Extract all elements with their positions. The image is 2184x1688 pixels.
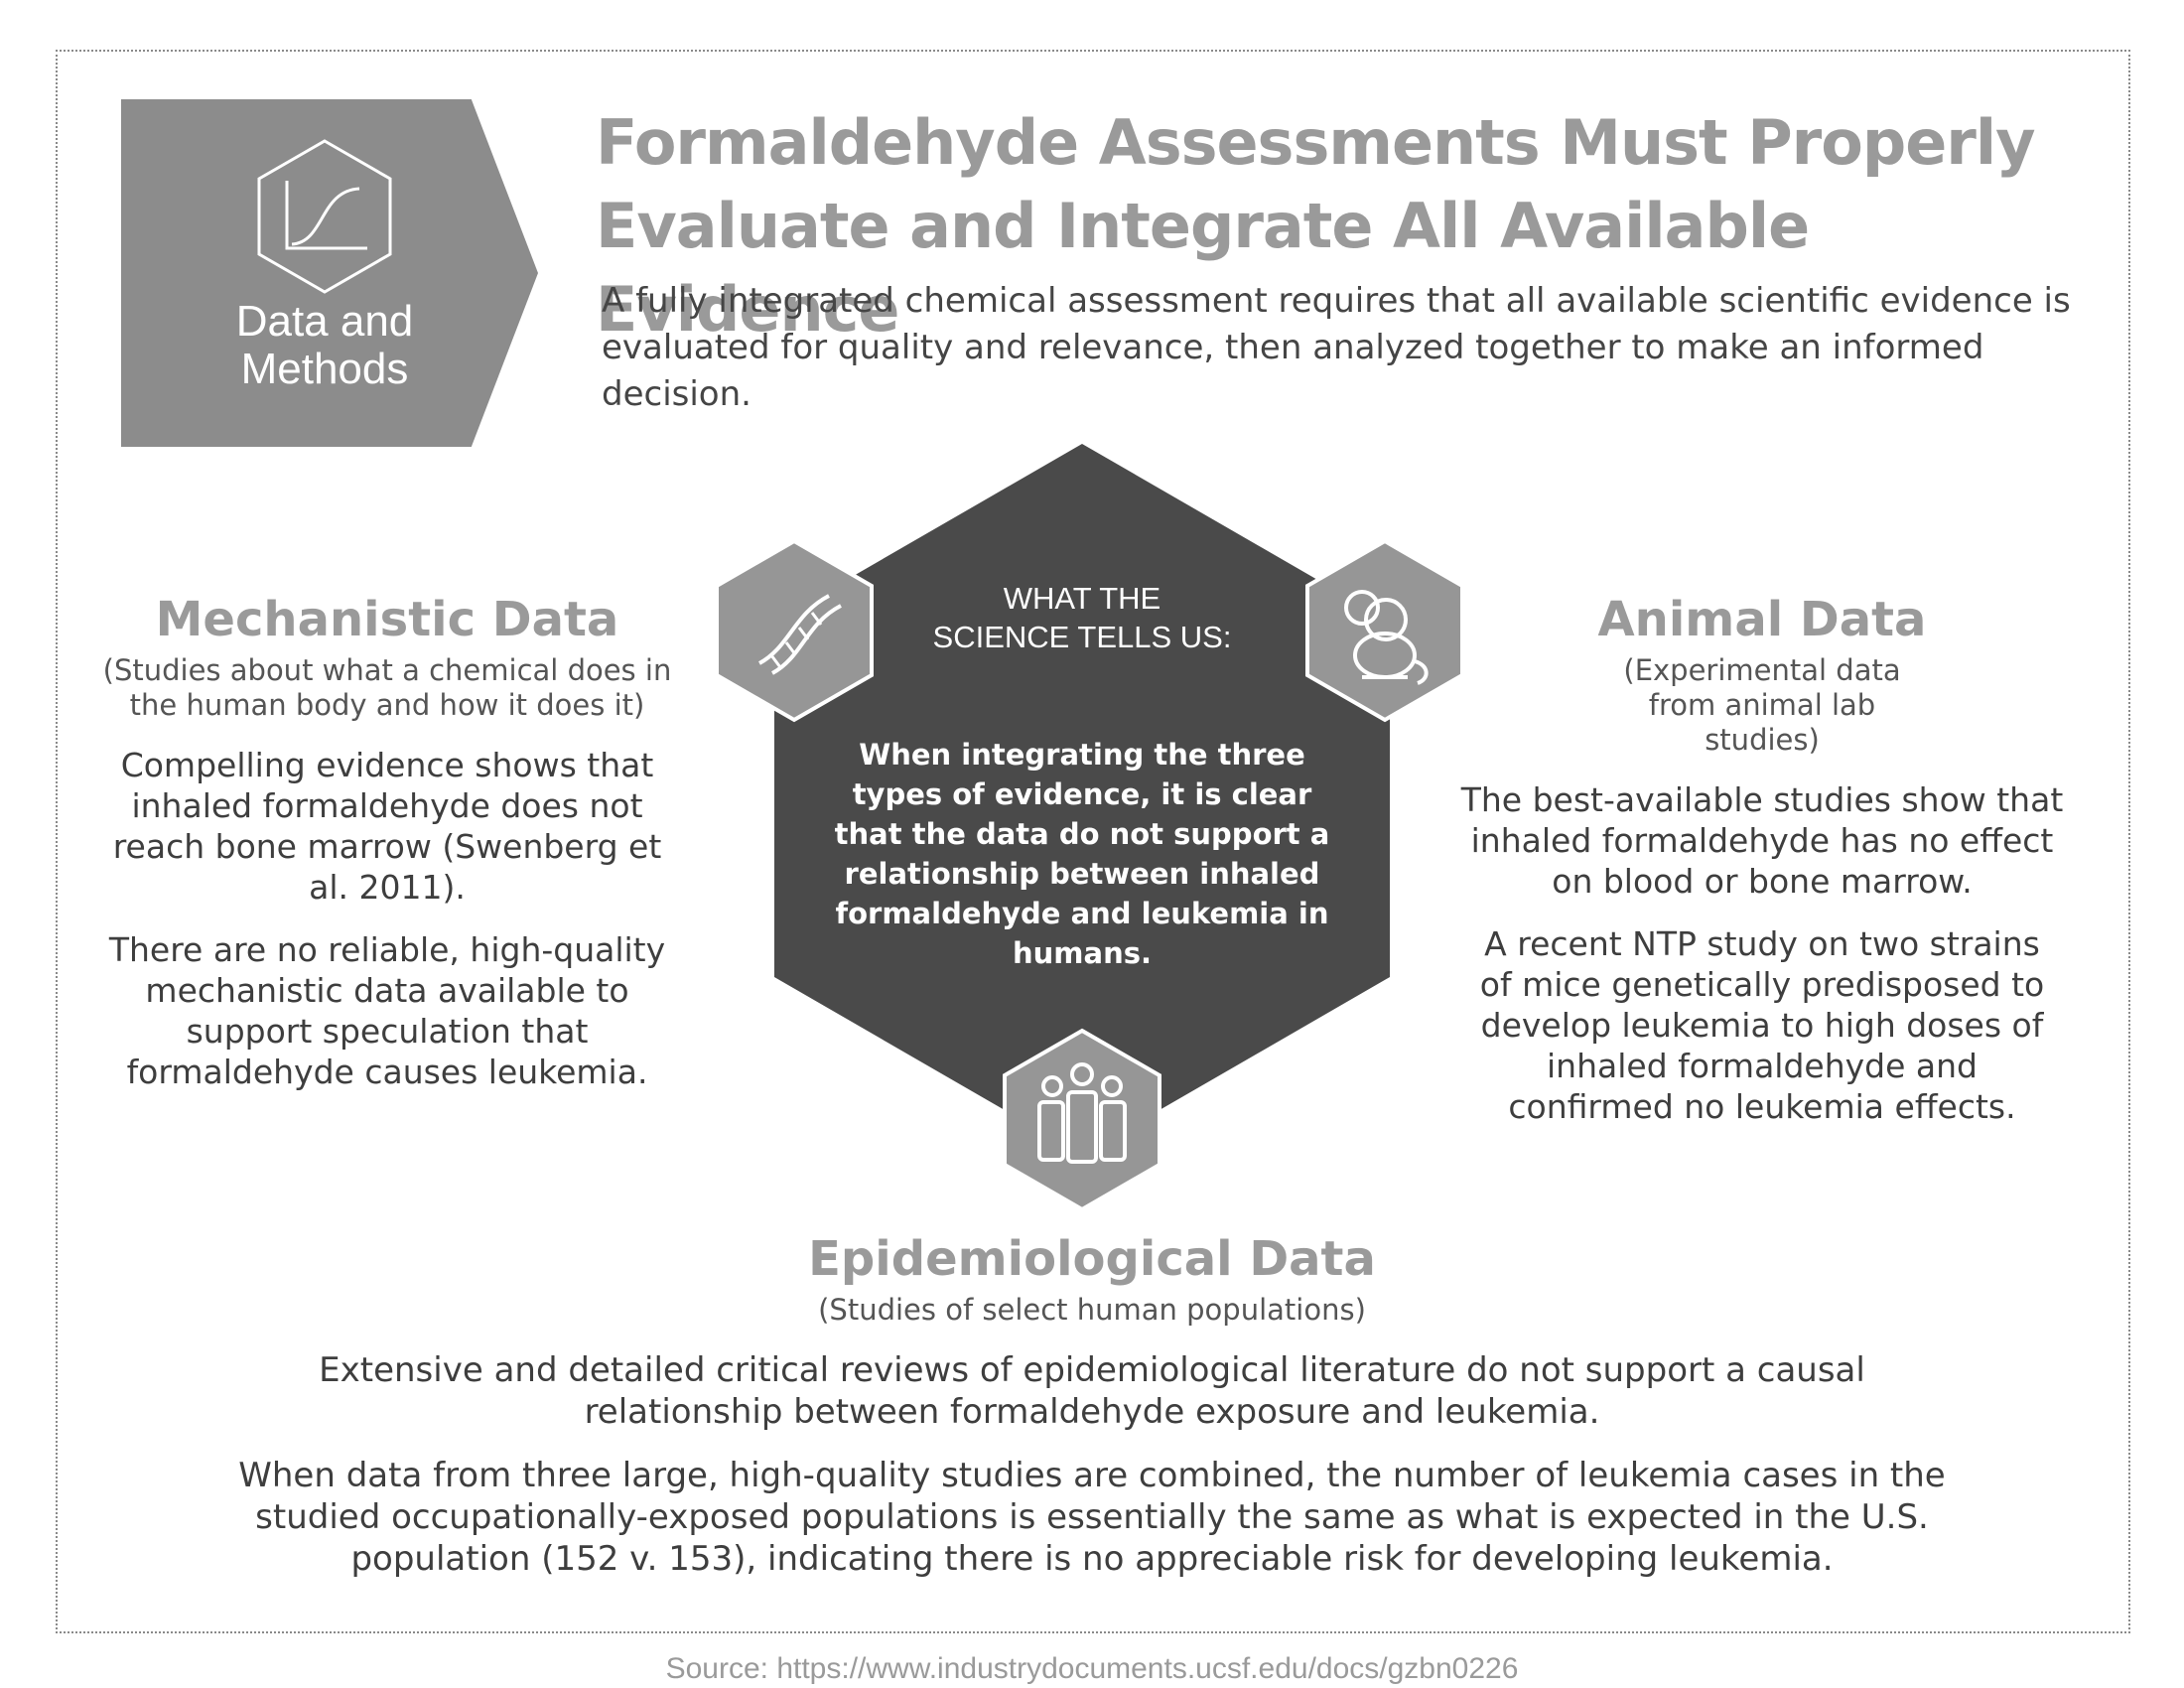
data-and-methods-badge: Data and Methods (121, 99, 538, 447)
mechanistic-title: Mechanistic Data (155, 592, 619, 647)
animal-paragraph-2: A recent NTP study on two strains of mic… (1479, 924, 2045, 1126)
chart-curve-icon (257, 139, 392, 294)
mechanistic-paragraph-2: There are no reliable, high-quality mech… (108, 930, 666, 1091)
mouse-icon (1305, 538, 1464, 723)
intro-text: A fully integrated chemical assessment r… (602, 281, 2071, 414)
animal-subtitle: (Experimental data from animal lab studi… (1623, 653, 1901, 757)
mechanistic-paragraph-1: Compelling evidence shows that inhaled f… (112, 746, 662, 907)
badge-label: Data and Methods (235, 297, 414, 393)
epidemiological-subtitle: (Studies of select human populations) (818, 1293, 1366, 1327)
page-title: Formaldehyde Assessments Must Properly E… (596, 106, 2036, 346)
center-heading: WHAT THE SCIENCE TELLS US: (932, 581, 1232, 654)
animal-title: Animal Data (1597, 592, 1927, 647)
source-citation: Source: https://www.industrydocuments.uc… (665, 1652, 1519, 1685)
dna-icon (715, 538, 874, 723)
animal-paragraph-1: The best-available studies show that inh… (1460, 780, 2064, 901)
central-hexagon (774, 444, 1390, 1155)
epidemiological-paragraph-1: Extensive and detailed critical reviews … (319, 1350, 1865, 1432)
mechanistic-subtitle: (Studies about what a chemical does in t… (102, 653, 672, 722)
center-conclusion: When integrating the three types of evid… (834, 738, 1330, 970)
page-frame (56, 50, 2130, 1633)
epidemiological-title: Epidemiological Data (808, 1231, 1376, 1287)
mechanistic-section: Mechanistic Data (Studies about what a c… (89, 592, 685, 1092)
animal-section: Animal Data (Experimental data from anim… (1459, 592, 2065, 1127)
epidemiological-section: Epidemiological Data (Studies of select … (218, 1231, 1966, 1580)
epidemiological-paragraph-2: When data from three large, high-quality… (238, 1456, 1946, 1579)
people-icon (1003, 1028, 1161, 1212)
